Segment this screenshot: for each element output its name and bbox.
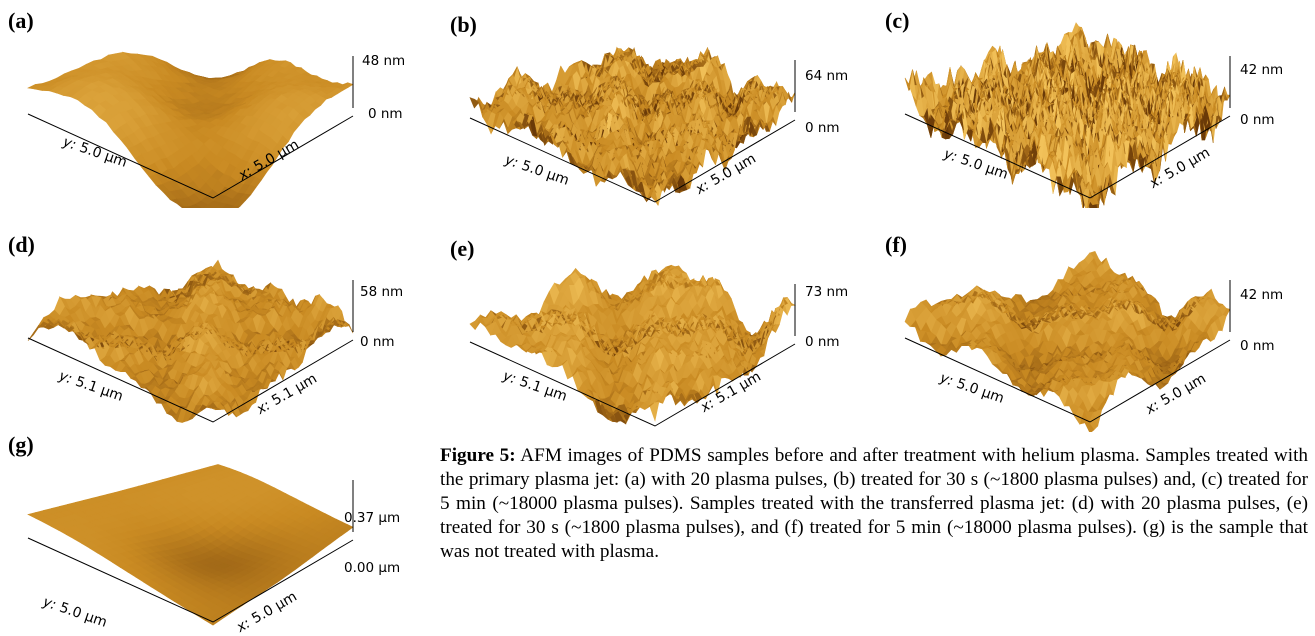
afm-panel-d: (d) 58 nm 0 nm y: 5.1 µm x: 5.1 µm (8, 232, 438, 432)
z-scale-top: 48 nm (362, 53, 405, 69)
afm-surface-g (8, 432, 438, 632)
z-scale-top: 58 nm (360, 284, 403, 300)
z-scale-top: 42 nm (1240, 287, 1283, 303)
figure-caption: Figure 5: AFM images of PDMS samples bef… (440, 444, 1308, 564)
afm-panel-e: (e) 73 nm 0 nm y: 5.1 µm x: 5.1 µm (450, 236, 880, 436)
z-scale-top: 73 nm (805, 284, 848, 300)
z-scale-bottom: 0 nm (805, 334, 840, 350)
afm-panel-f: (f) 42 nm 0 nm y: 5.0 µm x: 5.0 µm (885, 232, 1315, 432)
afm-surface-d (8, 232, 438, 432)
z-scale-top: 0.37 µm (344, 510, 400, 526)
afm-surface-b (450, 12, 880, 212)
afm-panel-c: (c) 42 nm 0 nm y: 5.0 µm x: 5.0 µm (885, 8, 1315, 208)
caption-heading: Figure 5: (440, 445, 516, 466)
afm-panel-b: (b) 64 nm 0 nm y: 5.0 µm x: 5.0 µm (450, 12, 880, 212)
z-scale-top: 42 nm (1240, 62, 1283, 78)
z-scale-bottom: 0 nm (1240, 112, 1275, 128)
afm-panel-a: (a) 48 nm 0 nm y: 5.0 µm x: 5.0 µm (8, 8, 438, 208)
z-scale-bottom: 0 nm (1240, 338, 1275, 354)
afm-surface-f (885, 232, 1315, 432)
caption-body: AFM images of PDMS samples before and af… (440, 445, 1308, 562)
z-scale-bottom: 0.00 µm (344, 560, 400, 576)
afm-surface-c (885, 8, 1315, 208)
z-scale-bottom: 0 nm (805, 120, 840, 136)
z-scale-bottom: 0 nm (368, 106, 403, 122)
z-scale-bottom: 0 nm (360, 334, 395, 350)
afm-panel-g: (g) 0.37 µm 0.00 µm y: 5.0 µm x: 5.0 µm (8, 432, 438, 632)
z-scale-top: 64 nm (805, 68, 848, 84)
